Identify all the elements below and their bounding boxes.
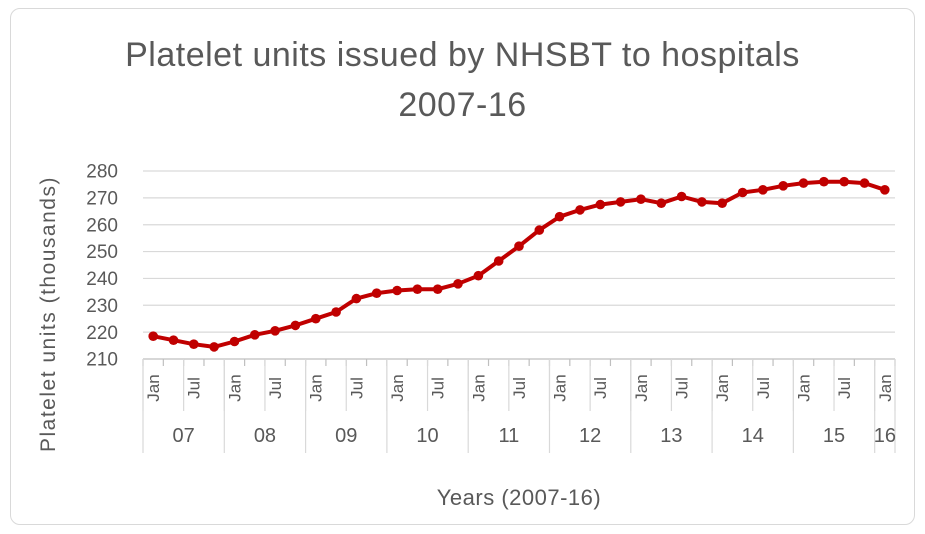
data-point bbox=[331, 307, 341, 317]
data-point bbox=[473, 270, 484, 281]
x-month-label: Jan bbox=[794, 374, 813, 401]
data-point bbox=[290, 320, 301, 331]
data-point bbox=[270, 326, 280, 336]
data-point bbox=[392, 285, 402, 296]
x-month-label: Jan bbox=[307, 374, 326, 401]
data-point bbox=[737, 187, 748, 198]
x-month-label: Jan bbox=[225, 374, 244, 401]
y-tick-label: 230 bbox=[86, 296, 118, 317]
x-year-label: 12 bbox=[579, 425, 601, 447]
data-point bbox=[311, 313, 321, 324]
data-point bbox=[514, 241, 524, 251]
chart-title: Platelet units issued by NHSBT to hospit… bbox=[125, 36, 800, 124]
chart-border-frame bbox=[10, 8, 915, 525]
x-month-label: Jul bbox=[266, 377, 285, 399]
x-month-label: Jan bbox=[551, 374, 570, 401]
data-point bbox=[534, 225, 545, 235]
data-point bbox=[819, 176, 829, 187]
data-point bbox=[880, 185, 890, 195]
x-month-label: Jul bbox=[185, 377, 204, 399]
data-point bbox=[839, 176, 849, 187]
data-point bbox=[189, 339, 199, 350]
x-year-label: 08 bbox=[254, 425, 276, 447]
x-year-label: 14 bbox=[742, 425, 764, 447]
data-point bbox=[148, 331, 158, 342]
data-point bbox=[595, 199, 606, 210]
data-point bbox=[554, 211, 565, 222]
x-month-label: Jul bbox=[429, 377, 448, 399]
x-month-label: Jan bbox=[388, 374, 407, 401]
x-year-label: 15 bbox=[823, 425, 845, 447]
data-point bbox=[676, 191, 687, 202]
x-year-label: 13 bbox=[660, 425, 682, 447]
x-month-label: Jul bbox=[835, 377, 854, 399]
data-point bbox=[636, 194, 646, 204]
y-tick-label: 250 bbox=[86, 242, 118, 263]
x-month-label: Jan bbox=[713, 374, 732, 401]
data-point bbox=[250, 330, 260, 340]
data-point bbox=[351, 293, 362, 304]
data-point bbox=[209, 342, 219, 352]
x-year-label: 10 bbox=[416, 425, 438, 447]
data-point bbox=[432, 284, 443, 295]
y-tick-label: 210 bbox=[86, 350, 118, 371]
x-month-label: Jan bbox=[144, 374, 163, 401]
x-month-label: Jul bbox=[347, 377, 366, 399]
y-tick-label: 240 bbox=[86, 269, 118, 290]
x-month-label: Jan bbox=[876, 374, 895, 401]
x-year-label: 11 bbox=[498, 425, 519, 447]
data-point bbox=[615, 197, 626, 207]
data-line bbox=[151, 179, 887, 349]
data-point bbox=[412, 284, 423, 295]
data-point bbox=[168, 335, 179, 346]
y-tick-label: 220 bbox=[86, 323, 118, 344]
y-tick-label: 280 bbox=[86, 162, 118, 183]
data-point bbox=[371, 288, 382, 299]
data-point bbox=[493, 256, 504, 266]
data-point bbox=[859, 178, 870, 188]
x-axis-title: Years (2007-16) bbox=[436, 485, 602, 510]
x-year-label: 16 bbox=[874, 425, 896, 447]
x-year-label: 07 bbox=[173, 425, 195, 447]
data-point bbox=[575, 205, 585, 215]
x-month-label: Jul bbox=[673, 377, 692, 399]
x-month-label: Jul bbox=[591, 377, 610, 399]
y-tick-label: 260 bbox=[86, 215, 118, 236]
data-point bbox=[778, 181, 788, 191]
x-month-label: Jul bbox=[510, 377, 529, 399]
data-point bbox=[229, 336, 240, 347]
x-year-label: 09 bbox=[335, 425, 357, 447]
x-month-label: Jul bbox=[754, 377, 773, 399]
data-point bbox=[798, 178, 809, 188]
data-point bbox=[758, 185, 768, 195]
x-month-label: Jan bbox=[632, 374, 651, 401]
data-point bbox=[656, 198, 667, 208]
data-point bbox=[453, 279, 463, 289]
x-month-label: Jan bbox=[469, 374, 488, 401]
data-point bbox=[717, 198, 727, 208]
y-tick-label: 270 bbox=[86, 189, 118, 210]
data-point bbox=[697, 197, 707, 207]
